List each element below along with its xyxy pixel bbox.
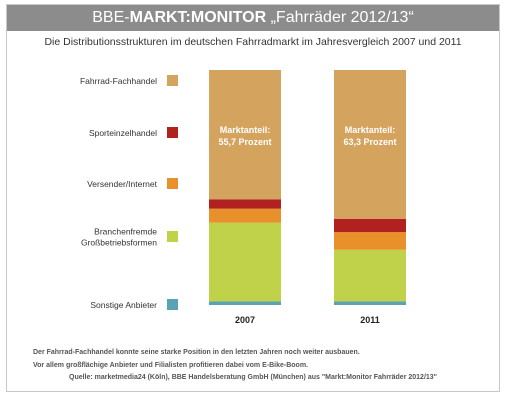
bar-versender-internet-2007: [209, 208, 281, 223]
annotation-2011-line-1: Marktanteil:: [345, 125, 396, 135]
x-tick-label-2011: 2011: [360, 315, 380, 325]
legend-label-branchenfremde-grossbetriebsformen-line-2: Großbetriebsformen: [81, 238, 157, 248]
bar-sporteinzelhandel-2011: [334, 218, 406, 233]
page-header: BBE-MARKT:MONITOR „Fahrräder 2012/13“: [7, 5, 499, 31]
legend-swatch-fahrrad-fachhandel: [167, 75, 178, 86]
legend-swatch-branchenfremde-grossbetriebsformen: [167, 231, 178, 242]
legend-swatch-sonstige-anbieter: [167, 299, 178, 310]
header-suffix: „Fahrräder 2012/13“: [266, 9, 414, 26]
annotation-2007-line-2: 55,7 Prozent: [218, 137, 271, 147]
note-line-1: Der Fahrrad-Fachhandel konnte seine star…: [33, 349, 360, 356]
bar-fahrrad-fachhandel-2011: [334, 70, 406, 219]
legend-label-fahrrad-fachhandel: Fahrrad-Fachhandel: [80, 76, 157, 86]
legend-label-sporteinzelhandel: Sporteinzelhandel: [89, 128, 157, 138]
bar-sonstige-anbieter-2007: [209, 301, 281, 305]
header-bold: MARKT:MONITOR: [129, 9, 267, 26]
annotation-2011-line-2: 63,3 Prozent: [343, 137, 396, 147]
note-line-2: Vor allem großflächige Anbieter und Fili…: [33, 361, 308, 369]
header-prefix: BBE-: [92, 9, 130, 26]
bar-sonstige-anbieter-2011: [334, 301, 406, 305]
chart-title: Die Distributionsstrukturen im deutschen…: [44, 36, 462, 48]
bar-versender-internet-2011: [334, 232, 406, 250]
legend-swatch-versender-internet: [167, 178, 178, 189]
annotation-2007-line-1: Marktanteil:: [220, 125, 271, 135]
bar-branchenfremde-grossbetriebsformen-2011: [334, 249, 406, 302]
x-tick-label-2007: 2007: [235, 315, 255, 325]
source-line: Quelle: marketmedia24 (Köln), BBE Handel…: [69, 374, 437, 381]
bar-branchenfremde-grossbetriebsformen-2007: [209, 222, 281, 302]
bar-sporteinzelhandel-2007: [209, 199, 281, 209]
stacked-bar-chart: 2007 2011 Marktanteil: 55,7 Prozent Marktant…: [80, 70, 406, 325]
bar-fahrrad-fachhandel-2007: [209, 70, 281, 200]
legend-label-sonstige-anbieter: Sonstige Anbieter: [90, 300, 157, 310]
legend-label-versender-internet: Versender/Internet: [87, 179, 158, 189]
legend-label-branchenfremde-grossbetriebsformen-line-1: Branchenfremde: [94, 227, 157, 237]
legend-swatch-sporteinzelhandel: [167, 127, 178, 138]
chart-frame: BBE-MARKT:MONITOR „Fahrräder 2012/13“ Di…: [6, 4, 500, 392]
chart-notes: Der Fahrrad-Fachhandel konnte seine star…: [33, 347, 360, 372]
